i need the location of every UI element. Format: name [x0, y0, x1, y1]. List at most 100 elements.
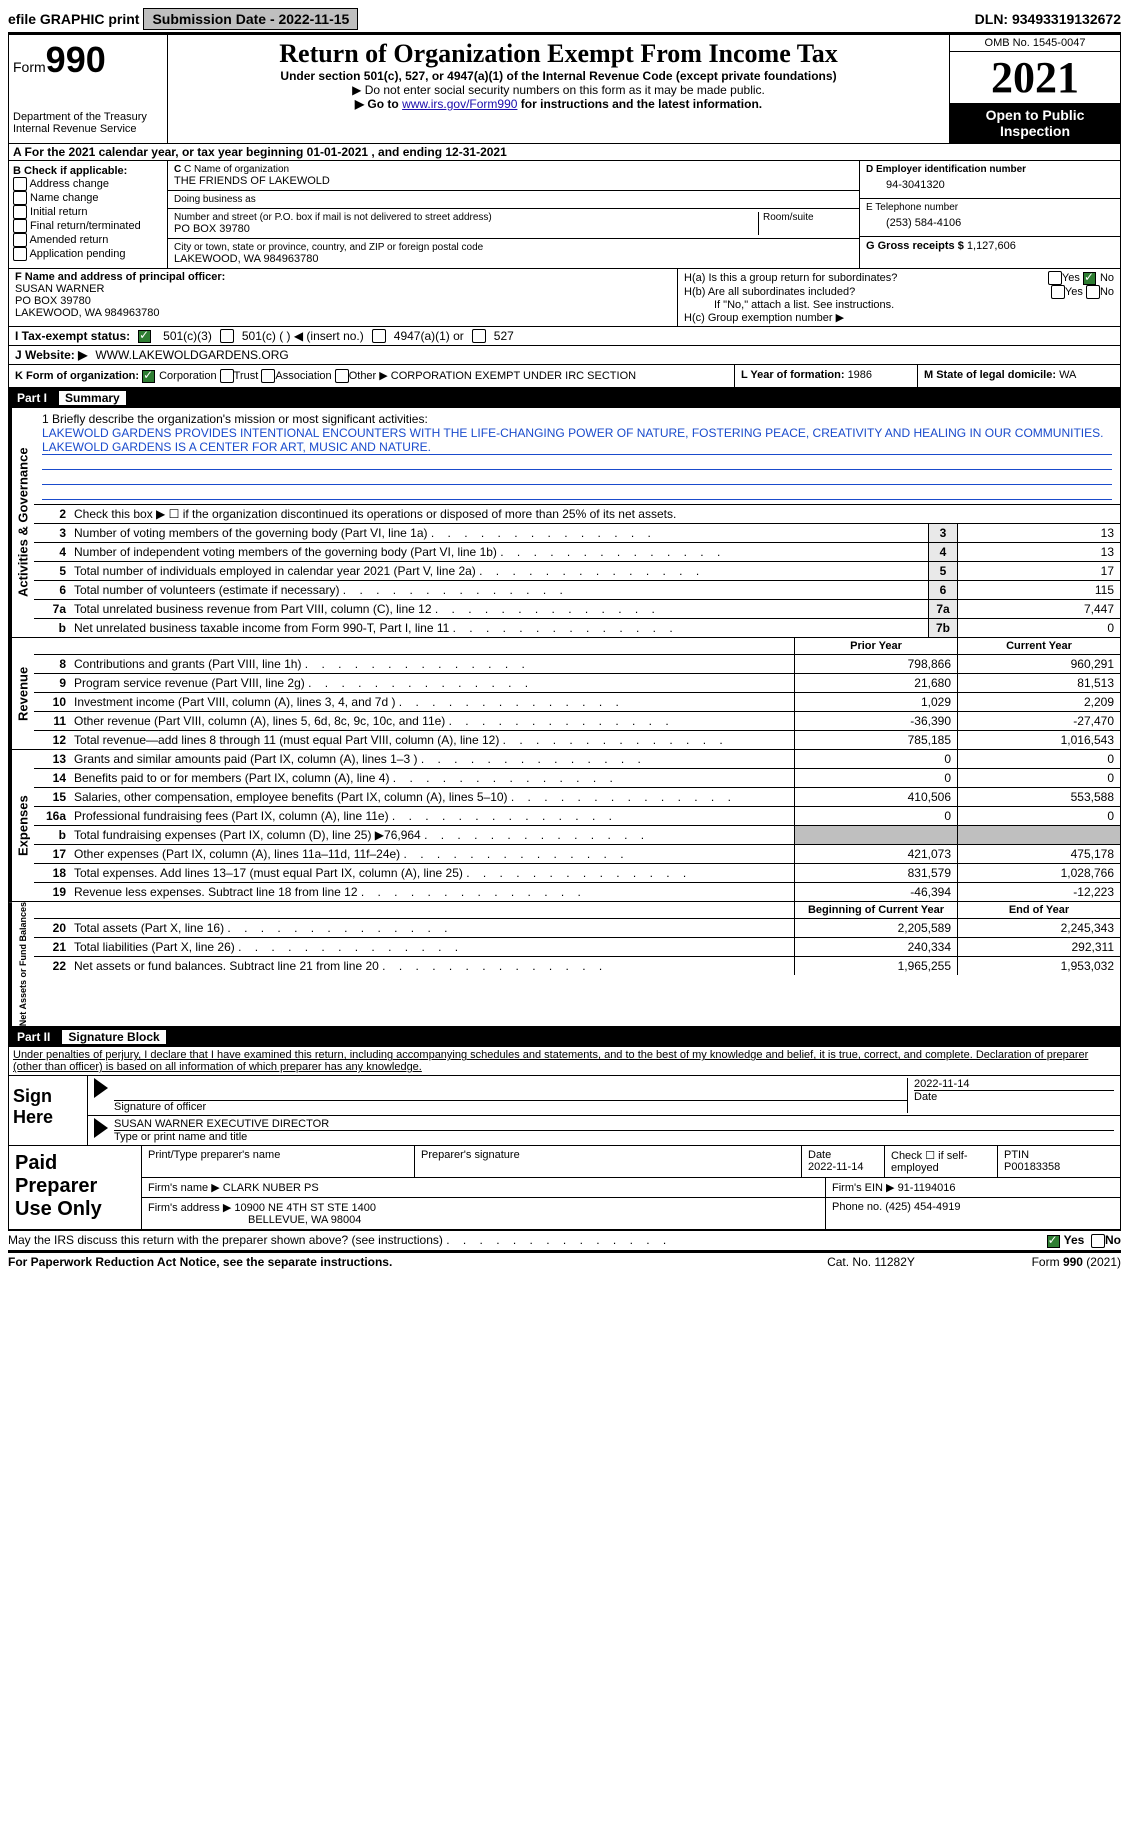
boxb-checkbox[interactable]: [13, 219, 27, 233]
ein-value: 94-3041320: [866, 175, 1114, 195]
website-value: WWW.LAKEWOLDGARDENS.ORG: [95, 348, 288, 362]
summary-row: 12Total revenue—add lines 8 through 11 (…: [34, 731, 1120, 749]
tax-status-label: I Tax-exempt status:: [15, 329, 130, 343]
gross-label: G Gross receipts $: [866, 240, 964, 252]
summary-row: 14Benefits paid to or for members (Part …: [34, 769, 1120, 788]
hb-no-checkbox[interactable]: [1086, 285, 1100, 299]
officer-group-row: F Name and address of principal officer:…: [8, 269, 1121, 327]
signature-section: Sign Here Signature of officer 2022-11-1…: [8, 1076, 1121, 1146]
summary-row: 4Number of independent voting members of…: [34, 543, 1120, 562]
ha-yes-checkbox[interactable]: [1048, 271, 1062, 285]
k-other-text: CORPORATION EXEMPT UNDER IRC SECTION: [391, 370, 636, 382]
summary-row: 8Contributions and grants (Part VIII, li…: [34, 655, 1120, 674]
city-value: LAKEWOOD, WA 984963780: [174, 253, 853, 265]
omb-number: OMB No. 1545-0047: [950, 35, 1120, 52]
penalty-text: Under penalties of perjury, I declare th…: [13, 1049, 1088, 1073]
527-checkbox[interactable]: [472, 329, 486, 343]
summary-row: 18Total expenses. Add lines 13–17 (must …: [34, 864, 1120, 883]
officer-printed-label: Type or print name and title: [114, 1131, 247, 1143]
other-checkbox[interactable]: [335, 369, 349, 383]
hc-label: H(c) Group exemption number ▶: [684, 311, 1114, 324]
summary-row: 15Salaries, other compensation, employee…: [34, 788, 1120, 807]
ha-no-checkbox[interactable]: [1083, 272, 1096, 285]
boxb-option: Address change: [13, 177, 163, 191]
officer-printed: SUSAN WARNER EXECUTIVE DIRECTOR: [114, 1118, 1114, 1131]
arrow-icon: [94, 1078, 108, 1098]
firm-addr-label: Firm's address ▶: [148, 1202, 231, 1214]
m-label: M State of legal domicile:: [924, 369, 1059, 381]
bocy-hdr: Beginning of Current Year: [794, 902, 957, 918]
form-header: Form990 Department of the Treasury Inter…: [8, 35, 1121, 144]
boxb-option: Application pending: [13, 247, 163, 261]
summary-row: 10Investment income (Part VIII, column (…: [34, 693, 1120, 712]
501c-checkbox[interactable]: [220, 329, 234, 343]
boxb-option: Name change: [13, 191, 163, 205]
identity-section: B Check if applicable: Address change Na…: [8, 161, 1121, 269]
discuss-yes-checkbox[interactable]: [1047, 1235, 1060, 1248]
sig-officer-label: Signature of officer: [114, 1101, 206, 1113]
city-label: City or town, state or province, country…: [174, 242, 853, 253]
preparer-title: Paid Preparer Use Only: [9, 1146, 142, 1229]
note-link: ▶ Go to www.irs.gov/Form990 for instruct…: [172, 97, 945, 111]
sig-date: 2022-11-14: [914, 1078, 1114, 1091]
boxb-checkbox[interactable]: [13, 205, 27, 219]
gross-value: 1,127,606: [967, 240, 1016, 252]
boxb-checkbox[interactable]: [13, 247, 27, 261]
prep-name-hdr: Print/Type preparer's name: [142, 1146, 415, 1177]
501c3-checkbox[interactable]: [138, 330, 151, 343]
irs-label: Internal Revenue Service: [13, 123, 163, 135]
m-value: WA: [1059, 369, 1076, 381]
form-subtitle: Under section 501(c), 527, or 4947(a)(1)…: [172, 69, 945, 83]
l-value: 1986: [848, 369, 872, 381]
summary-row: 6Total number of volunteers (estimate if…: [34, 581, 1120, 600]
summary-row: 21Total liabilities (Part X, line 26)240…: [34, 938, 1120, 957]
org-form-row: K Form of organization: Corporation Trus…: [8, 365, 1121, 388]
calendar-year-row: A For the 2021 calendar year, or tax yea…: [8, 144, 1121, 161]
top-bar: efile GRAPHIC print Submission Date - 20…: [8, 8, 1121, 30]
tax-status-row: I Tax-exempt status: 501(c)(3) 501(c) ( …: [8, 327, 1121, 346]
cat-no: Cat. No. 11282Y: [771, 1255, 971, 1269]
officer-name: SUSAN WARNER: [15, 283, 104, 295]
ha-label: H(a) Is this a group return for subordin…: [684, 272, 1048, 284]
boxb-checkbox[interactable]: [13, 177, 27, 191]
boxb-checkbox[interactable]: [13, 233, 27, 247]
4947-checkbox[interactable]: [372, 329, 386, 343]
prior-year-hdr: Prior Year: [794, 638, 957, 654]
l-label: L Year of formation:: [741, 369, 848, 381]
summary-row: 7aTotal unrelated business revenue from …: [34, 600, 1120, 619]
side-netassets: Net Assets or Fund Balances: [9, 902, 34, 1026]
website-row: J Website: ▶ WWW.LAKEWOLDGARDENS.ORG: [8, 346, 1121, 365]
k-label: K Form of organization:: [15, 370, 139, 382]
open-public-badge: Open to PublicInspection: [950, 103, 1120, 143]
officer-addr2: LAKEWOOD, WA 984963780: [15, 307, 160, 319]
box-b-title: B Check if applicable:: [13, 165, 127, 177]
officer-addr1: PO BOX 39780: [15, 295, 91, 307]
summary-row: 13Grants and similar amounts paid (Part …: [34, 750, 1120, 769]
preparer-section: Paid Preparer Use Only Print/Type prepar…: [8, 1146, 1121, 1230]
org-name-label: C C Name of organization: [174, 164, 853, 175]
discuss-no-checkbox[interactable]: [1091, 1234, 1105, 1248]
prep-sig-hdr: Preparer's signature: [415, 1146, 802, 1177]
summary-row: 22Net assets or fund balances. Subtract …: [34, 957, 1120, 975]
ptin-value: P00183358: [1004, 1161, 1060, 1173]
expenses-section: Expenses 13Grants and similar amounts pa…: [8, 750, 1121, 902]
trust-checkbox[interactable]: [220, 369, 234, 383]
assoc-checkbox[interactable]: [261, 369, 275, 383]
firm-ein: 91-1194016: [898, 1182, 956, 1194]
side-governance: Activities & Governance: [9, 408, 34, 637]
prep-date-val: 2022-11-14: [808, 1161, 863, 1173]
boxb-checkbox[interactable]: [13, 191, 27, 205]
tax-year: 2021: [950, 52, 1120, 103]
firm-addr2: BELLEVUE, WA 98004: [148, 1214, 361, 1226]
corp-checkbox[interactable]: [142, 370, 155, 383]
revenue-section: Revenue Prior Year Current Year 8Contrib…: [8, 638, 1121, 750]
hb-yes-checkbox[interactable]: [1051, 285, 1065, 299]
efile-label: efile GRAPHIC print: [8, 11, 139, 27]
arrow-icon: [94, 1118, 108, 1138]
submission-date-button[interactable]: Submission Date - 2022-11-15: [143, 8, 358, 30]
paperwork-notice: For Paperwork Reduction Act Notice, see …: [8, 1255, 771, 1269]
summary-row: 17Other expenses (Part IX, column (A), l…: [34, 845, 1120, 864]
irs-link[interactable]: www.irs.gov/Form990: [402, 97, 517, 111]
room-label: Room/suite: [763, 212, 853, 223]
boxb-option: Initial return: [13, 205, 163, 219]
